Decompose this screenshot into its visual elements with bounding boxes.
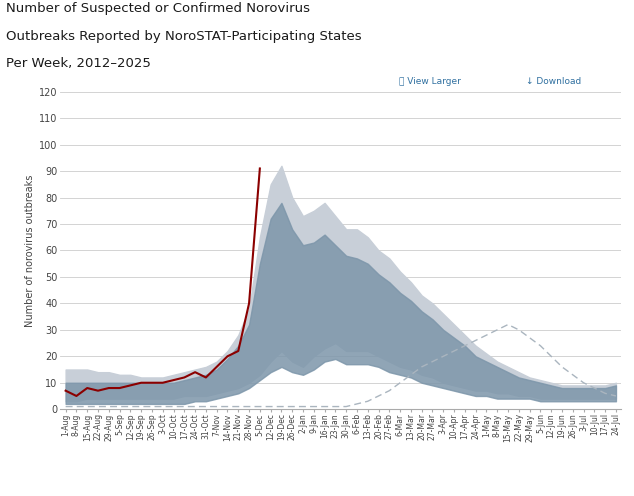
Text: Number of Suspected or Confirmed Norovirus: Number of Suspected or Confirmed Norovir…	[6, 2, 310, 15]
Line: 2024-25: 2024-25	[66, 169, 260, 396]
Text: ↓ Download: ↓ Download	[526, 77, 581, 86]
2020-21	[256, 404, 264, 410]
Text: Outbreaks Reported by NoroSTAT-Participating States: Outbreaks Reported by NoroSTAT-Participa…	[6, 30, 362, 43]
2024-25	[105, 385, 113, 391]
2020-21	[579, 380, 587, 386]
2024-25	[256, 166, 264, 172]
Text: Per Week, 2012–2025: Per Week, 2012–2025	[6, 57, 152, 70]
2024-25	[62, 388, 70, 394]
2020-21	[105, 404, 113, 410]
2020-21	[504, 321, 512, 327]
Y-axis label: Number of norovirus outbreaks: Number of norovirus outbreaks	[25, 174, 35, 327]
2020-21	[418, 364, 425, 370]
2020-21	[62, 404, 70, 410]
Text: 🔍 View Larger: 🔍 View Larger	[399, 77, 462, 86]
2020-21	[321, 404, 328, 410]
2020-21	[396, 380, 404, 386]
2020-21	[612, 393, 619, 399]
Line: 2020-21: 2020-21	[66, 324, 616, 407]
